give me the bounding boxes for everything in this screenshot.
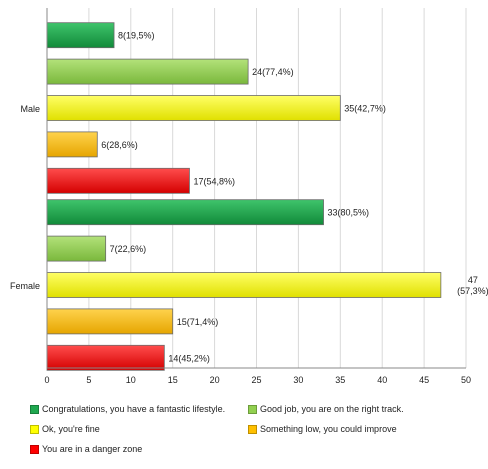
bar — [46, 58, 249, 85]
legend-swatch — [30, 444, 39, 454]
legend-item: You are in a danger zone — [30, 444, 142, 454]
x-tick-label: 45 — [419, 375, 429, 385]
bar — [46, 131, 98, 158]
legend-label: Ok, you're fine — [42, 424, 100, 434]
legend-label: Congratulations, you have a fantastic li… — [42, 404, 226, 414]
x-tick-label: 35 — [335, 375, 345, 385]
data-labels: 8(19,5%) 24(77,4%) 35(42,7%) 6(28,6%) 17(54,… — [101, 31, 488, 364]
bar — [46, 235, 107, 262]
bar — [46, 167, 190, 194]
legend-swatch — [30, 404, 39, 414]
legend-item: Something low, you could improve — [248, 424, 397, 434]
bar — [46, 272, 442, 298]
bar — [46, 22, 115, 49]
x-tick-label: 40 — [377, 375, 387, 385]
legend-label: Good job, you are on the right track. — [260, 404, 404, 414]
data-label: 8(19,5%) — [118, 31, 155, 41]
x-tick-label: 10 — [126, 375, 136, 385]
data-label: 6(28,6%) — [101, 140, 138, 150]
category-label: Male — [20, 104, 40, 114]
legend-label: You are in a danger zone — [42, 444, 143, 454]
legend-item: Good job, you are on the right track. — [248, 404, 404, 414]
x-tick-label: 30 — [293, 375, 303, 385]
legend-swatch — [30, 424, 39, 434]
legend-swatch — [248, 404, 257, 414]
legend-label: Something low, you could improve — [260, 424, 397, 434]
data-label: 35(42,7%) — [344, 104, 386, 114]
x-tick-label: 25 — [251, 375, 261, 385]
bar — [46, 344, 165, 371]
data-label: 14(45,2%) — [168, 353, 210, 363]
x-tick-label: 5 — [86, 375, 91, 385]
data-label: 33(80,5%) — [328, 208, 370, 218]
x-tick-label: 0 — [44, 375, 49, 385]
bar — [46, 199, 324, 226]
legend-item: Ok, you're fine — [30, 424, 100, 434]
data-label: 7(22,6%) — [110, 244, 147, 254]
legend-item: Congratulations, you have a fantastic li… — [30, 404, 225, 414]
data-label: 24(77,4%) — [252, 67, 294, 77]
axes: 0 5 10 15 20 25 30 35 40 45 50 Male Female — [10, 8, 471, 385]
data-label: 15(71,4%) — [177, 317, 219, 327]
x-tick-label: 50 — [461, 375, 471, 385]
bar — [46, 95, 341, 121]
data-label: 47 (57,3%) — [457, 275, 488, 296]
category-label: Female — [10, 281, 40, 291]
x-tick-label: 20 — [210, 375, 220, 385]
bar — [46, 308, 174, 335]
legend-swatch — [248, 424, 257, 434]
x-tick-label: 15 — [168, 375, 178, 385]
data-label: 17(54,8%) — [193, 176, 235, 186]
